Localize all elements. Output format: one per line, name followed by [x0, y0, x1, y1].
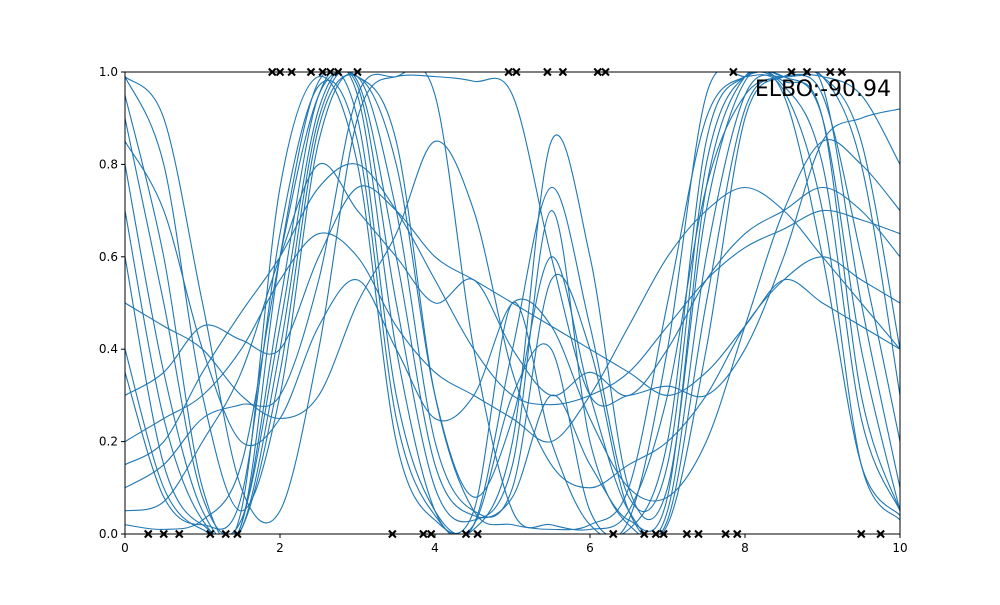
- series-layer: [125, 72, 900, 534]
- x-tick-label: 4: [431, 541, 439, 555]
- plot-frame: [124, 71, 901, 535]
- sample-curve-6: [125, 72, 900, 534]
- x-tick-label: 0: [121, 541, 129, 555]
- sample-curve-17: [125, 72, 900, 531]
- x-tick-label: 8: [741, 541, 749, 555]
- y-tick-label: 0.0: [99, 527, 118, 541]
- x-tick-label: 2: [276, 541, 284, 555]
- sample-curve-5: [125, 72, 900, 534]
- sample-curve-15: [125, 185, 900, 396]
- y-tick-label: 0.4: [99, 342, 118, 356]
- sample-curve-9: [125, 162, 900, 512]
- sample-curve-4: [125, 72, 900, 534]
- sample-curve-16: [125, 72, 900, 531]
- sample-curve-8: [125, 72, 900, 534]
- sample-curve-14: [125, 73, 900, 489]
- x-tick-label: 10: [892, 541, 907, 555]
- y-tick-label: 0.6: [99, 250, 118, 264]
- sample-curve-1: [125, 72, 900, 534]
- x-axis: 0 2 4 6 8 10: [121, 534, 908, 555]
- sample-curve-13: [125, 139, 900, 502]
- y-tick-label: 0.8: [99, 157, 118, 171]
- y-tick-label: 1.0: [99, 65, 118, 79]
- y-tick-label: 0.2: [99, 435, 118, 449]
- elbo-annotation: ELBO:-90.94: [755, 77, 891, 102]
- y-axis: 0.0 0.2 0.4 0.6 0.8 1.0: [99, 65, 125, 541]
- x-tick-label: 6: [586, 541, 594, 555]
- sample-curve-10: [125, 186, 900, 443]
- sample-curve-12: [125, 163, 900, 466]
